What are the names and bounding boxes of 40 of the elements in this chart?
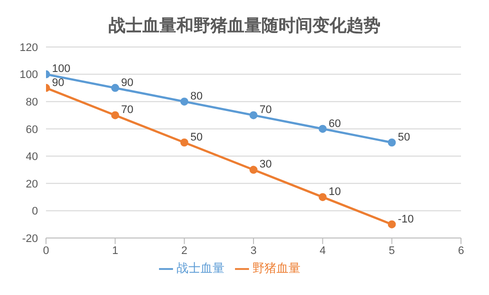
data-label: 90 [52, 76, 64, 89]
x-tick-label: 4 [320, 244, 326, 257]
data-label: 10 [328, 186, 341, 198]
data-label: 80 [190, 90, 203, 102]
data-label: 70 [121, 104, 134, 116]
point [388, 138, 396, 146]
x-tick-label: 6 [458, 244, 464, 257]
data-label: 70 [260, 104, 272, 116]
legend-label: 野猪血量 [252, 261, 300, 275]
point [111, 84, 120, 92]
x-tick-label: 2 [181, 244, 188, 257]
data-label: 50 [190, 131, 203, 144]
data-label: 90 [121, 76, 134, 89]
point [180, 98, 188, 106]
point [388, 220, 396, 228]
point [318, 193, 327, 202]
y-tick-label: 20 [26, 178, 38, 190]
x-tick-label: 1 [112, 244, 118, 257]
y-tick-label: 40 [26, 151, 38, 164]
x-tick-label: 3 [250, 244, 257, 257]
data-label: 100 [52, 63, 70, 76]
point [180, 138, 188, 146]
chart-title: 战士血量和野猪血量随时间变化趋势 [108, 15, 382, 37]
data-label: 50 [398, 131, 410, 144]
y-tick-label: 60 [26, 124, 38, 136]
point [318, 124, 327, 133]
y-tick-label: 120 [20, 42, 38, 54]
x-tick-label: 0 [42, 244, 50, 257]
legend-label: 战士血量 [176, 261, 224, 275]
y-tick-label: -20 [22, 232, 38, 245]
data-label: 60 [328, 118, 341, 130]
y-tick-label: 100 [20, 69, 38, 82]
point [250, 166, 258, 174]
data-label: 30 [260, 158, 272, 171]
y-tick-label: 0 [32, 206, 38, 218]
y-tick-label: 80 [26, 96, 38, 108]
x-tick-label: 5 [388, 244, 395, 257]
point [250, 111, 258, 120]
data-label: -10 [398, 213, 414, 226]
point [111, 111, 120, 120]
